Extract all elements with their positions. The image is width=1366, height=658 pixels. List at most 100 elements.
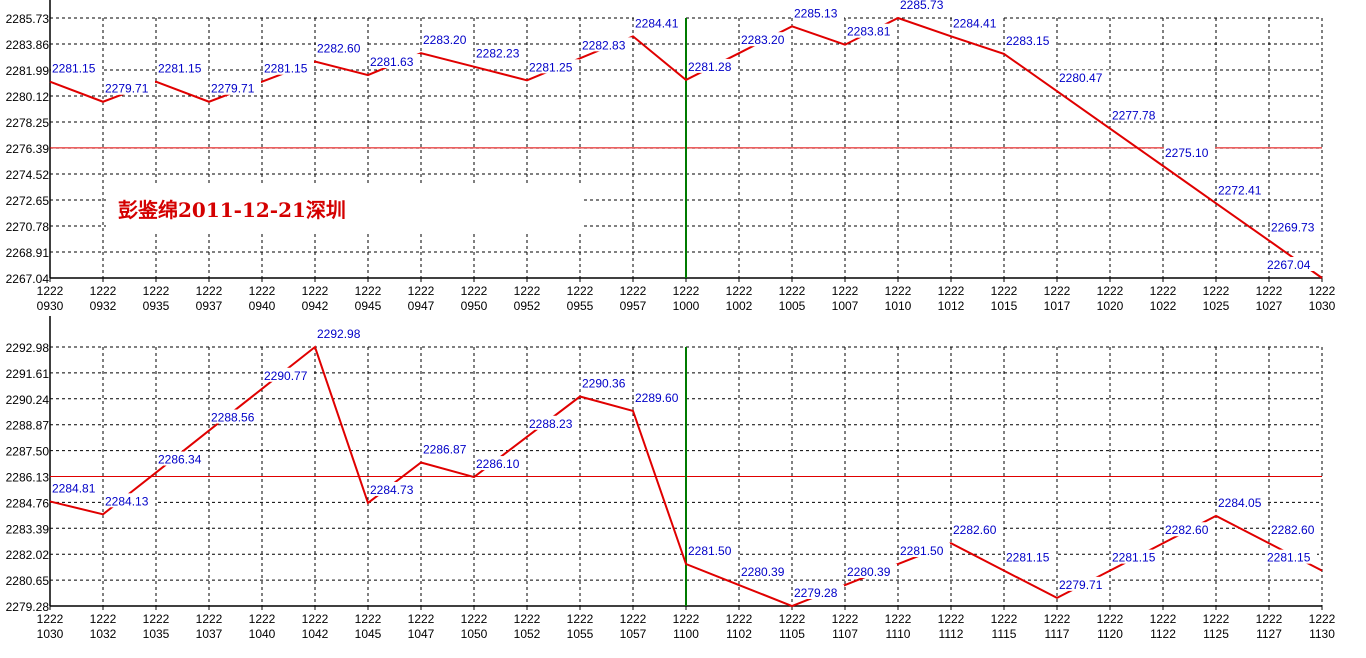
x-tick-date: 1222 — [1044, 612, 1071, 626]
x-tick-date: 1222 — [673, 284, 700, 298]
x-tick-time: 0952 — [514, 299, 541, 313]
x-tick-time: 1017 — [1044, 299, 1071, 313]
x-tick-time: 1022 — [1150, 299, 1177, 313]
point-label-bg — [210, 80, 261, 95]
x-tick-time: 0935 — [143, 299, 170, 313]
point-label: 2280.47 — [1059, 71, 1103, 85]
point-label: 2282.60 — [1165, 523, 1209, 537]
x-tick-time: 1127 — [1256, 627, 1282, 641]
x-tick-date: 1222 — [832, 612, 859, 626]
point-label-bg — [369, 481, 420, 496]
y-tick-label: 2268.91 — [6, 246, 50, 260]
y-tick-label: 2280.65 — [6, 574, 50, 588]
x-tick-date: 1222 — [567, 284, 594, 298]
x-tick-date: 1222 — [673, 612, 700, 626]
point-label: 2281.15 — [158, 62, 202, 76]
point-label: 2284.05 — [1218, 496, 1262, 510]
point-label-bg — [687, 543, 738, 558]
x-tick-time: 1112 — [939, 627, 964, 641]
x-tick-time: 1055 — [567, 627, 594, 641]
x-tick-time: 1130 — [1309, 627, 1335, 641]
point-label: 2281.50 — [900, 544, 944, 558]
y-tick-label: 2283.39 — [6, 522, 50, 536]
chart-panel-2: 2292.98 2291.61 2290.24 2288.87 2287.50 2286.… — [6, 316, 1336, 641]
point-label: 2282.60 — [317, 42, 361, 56]
x-tick-time: 1027 — [1256, 299, 1283, 313]
x-tick-time: 1045 — [355, 627, 382, 641]
y-tick-label: 2291.61 — [6, 367, 50, 381]
point-label-bg — [1111, 107, 1162, 122]
y-tick-label: 2272.65 — [6, 194, 50, 208]
x-tick-time: 0950 — [461, 299, 488, 313]
point-label-bg — [581, 375, 632, 390]
x-tick-date: 1222 — [1203, 612, 1230, 626]
point-label: 2286.87 — [423, 443, 467, 457]
x-tick-time: 1125 — [1203, 627, 1229, 641]
point-label-bg — [952, 15, 1003, 30]
point-label: 2288.23 — [529, 417, 573, 431]
point-label: 2284.81 — [52, 481, 96, 495]
point-label-bg — [475, 45, 526, 60]
x-tick-date: 1222 — [620, 284, 647, 298]
x-tick-time: 1050 — [461, 627, 488, 641]
point-label: 2283.20 — [423, 33, 467, 47]
point-label-bg — [1266, 257, 1317, 271]
x-tick-time: 0945 — [355, 299, 382, 313]
x-tick-time: 0942 — [302, 299, 329, 313]
x-tick-date: 1222 — [1150, 284, 1177, 298]
x-tick-time: 0937 — [196, 299, 223, 313]
x-tick-date: 1222 — [779, 612, 806, 626]
y-tick-label: 2290.24 — [6, 393, 50, 407]
point-label: 2280.39 — [741, 565, 785, 579]
x-tick-time: 1010 — [885, 299, 912, 313]
point-label: 2279.28 — [794, 586, 838, 600]
point-label: 2272.41 — [1218, 183, 1262, 197]
point-label: 2281.25 — [529, 60, 573, 74]
point-label-bg — [581, 37, 632, 52]
x-tick-time: 1015 — [991, 299, 1018, 313]
x-tick-time: 1030 — [37, 627, 64, 641]
x-tick-date: 1222 — [196, 284, 223, 298]
point-label: 2284.41 — [635, 16, 679, 30]
point-label-bg — [51, 60, 102, 75]
x-tick-date: 1222 — [408, 284, 435, 298]
point-label: 2292.98 — [317, 327, 361, 341]
x-tick-date: 1222 — [567, 612, 594, 626]
x-tick-time: 1025 — [1203, 299, 1230, 313]
y-tick-label: 2270.78 — [6, 220, 50, 234]
point-label-bg — [263, 367, 314, 382]
point-label: 2281.63 — [370, 55, 414, 69]
x-tick-time: 0940 — [249, 299, 276, 313]
x-tick-date: 1222 — [514, 612, 541, 626]
x-tick-time: 1117 — [1045, 627, 1070, 641]
point-label-bg — [793, 5, 844, 20]
point-label-bg — [1217, 494, 1268, 509]
point-label-bg — [740, 32, 791, 47]
x-tick-date: 1222 — [885, 284, 912, 298]
x-tick-time: 0955 — [567, 299, 594, 313]
x-tick-time: 1057 — [620, 627, 647, 641]
y-tick-label: 2274.52 — [6, 168, 50, 182]
x-tick-date: 1222 — [1256, 284, 1283, 298]
x-tick-date: 1222 — [90, 612, 117, 626]
x-tick-time: 0957 — [620, 299, 647, 313]
point-label: 2286.10 — [476, 457, 520, 471]
x-tick-time: 1047 — [408, 627, 435, 641]
point-label: 2267.04 — [1267, 258, 1311, 272]
point-label-bg — [528, 415, 579, 430]
x-tick-date: 1222 — [302, 612, 329, 626]
x-tick-date: 1222 — [726, 612, 753, 626]
point-label: 2284.13 — [105, 494, 149, 508]
point-label: 2281.28 — [688, 60, 732, 74]
point-label: 2279.71 — [211, 82, 255, 96]
x-tick-time: 1002 — [726, 299, 753, 313]
point-label-bg — [952, 522, 1003, 537]
point-label-bg — [51, 480, 102, 495]
point-label: 2281.15 — [1112, 551, 1156, 565]
x-tick-date: 1222 — [1256, 612, 1283, 626]
point-label-bg — [316, 40, 367, 55]
x-tick-time: 1042 — [302, 627, 329, 641]
point-label: 2281.15 — [1267, 551, 1311, 565]
x-tick-date: 1222 — [620, 612, 647, 626]
x-tick-date: 1222 — [461, 612, 488, 626]
